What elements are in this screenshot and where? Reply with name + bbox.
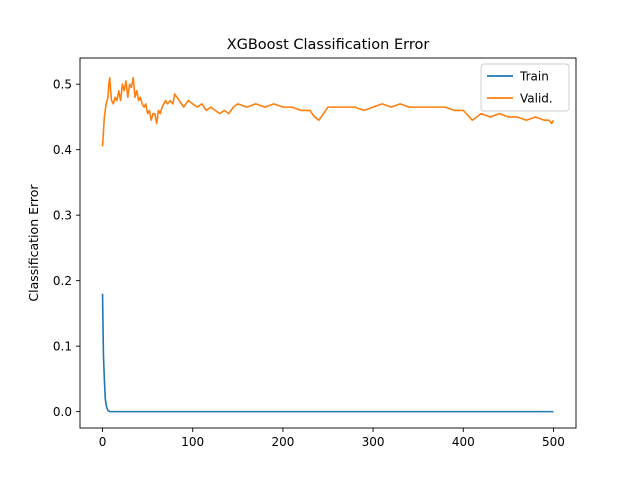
x-tick-label: 0: [99, 435, 107, 449]
y-tick-label: 0.3: [53, 209, 72, 223]
x-tick-label: 200: [271, 435, 294, 449]
x-tick-label: 400: [452, 435, 475, 449]
legend-label: Valid.: [520, 92, 553, 106]
chart-title: XGBoost Classification Error: [227, 37, 430, 53]
y-tick-label: 0.5: [53, 78, 72, 92]
y-tick-label: 0.0: [53, 405, 72, 419]
plot-area: [80, 58, 576, 428]
legend-label: Train: [519, 70, 549, 84]
legend: Train Valid.: [480, 63, 570, 112]
x-tick-label: 500: [542, 435, 565, 449]
series-line-valid: [101, 76, 555, 147]
series-line-train: [101, 293, 554, 413]
y-tick-label: 0.4: [53, 143, 72, 157]
x-tick-label: 300: [362, 435, 385, 449]
y-axis-label: Classification Error: [26, 184, 41, 302]
y-axis-ticks: 0.0 0.1 0.2 0.3 0.4 0.5: [53, 78, 80, 419]
x-axis-ticks: 0 100 200 300 400 500: [99, 428, 565, 449]
plot-frame: [79, 57, 577, 429]
series-lines: [101, 76, 555, 413]
y-tick-label: 0.2: [53, 274, 72, 288]
y-tick-label: 0.1: [53, 340, 72, 354]
x-tick-label: 100: [181, 435, 204, 449]
